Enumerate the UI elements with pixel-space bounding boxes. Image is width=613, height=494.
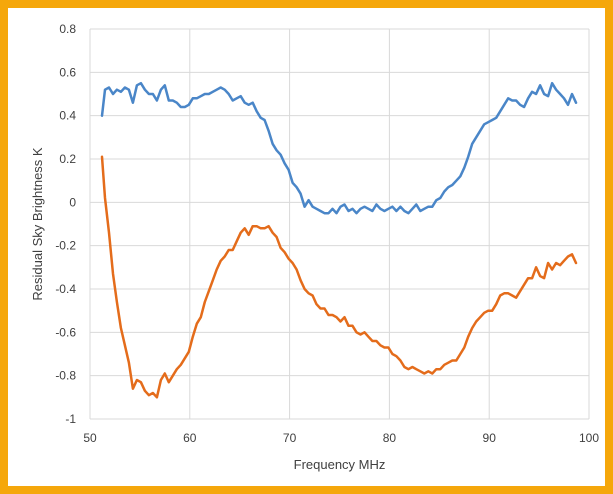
gridlines <box>89 28 590 420</box>
y-axis-title: Residual Sky Brightness K <box>30 147 45 301</box>
y-tick-label: 0.6 <box>59 65 76 79</box>
y-tick-label: -0.2 <box>55 239 76 253</box>
y-tick-label: 0.8 <box>59 22 76 36</box>
y-tick-label: 0.2 <box>59 152 76 166</box>
y-tick-label: -0.6 <box>55 325 76 339</box>
y-tick-label: 0.4 <box>59 109 76 123</box>
series-line-1 <box>100 81 578 215</box>
x-tick-label: 80 <box>383 431 397 445</box>
series-line-2 <box>100 155 578 399</box>
series-lines <box>100 81 578 399</box>
x-axis-title: Frequency MHz <box>294 457 386 472</box>
x-tick-label: 70 <box>283 431 297 445</box>
x-tick-label: 60 <box>183 431 197 445</box>
plot-area <box>90 29 589 419</box>
x-tick-label: 50 <box>83 431 97 445</box>
y-tick-label: -0.4 <box>55 282 76 296</box>
y-tick-label: -0.8 <box>55 369 76 383</box>
y-tick-label: 0 <box>69 195 76 209</box>
x-tick-label: 100 <box>579 431 599 445</box>
x-tick-label: 90 <box>483 431 497 445</box>
x-tick-labels: 50 60 70 80 90 100 <box>83 431 599 445</box>
y-tick-label: -1 <box>65 412 76 426</box>
y-tick-labels: -1 -0.8 -0.6 -0.4 -0.2 0 0.2 0.4 0.6 0.8 <box>55 22 76 426</box>
